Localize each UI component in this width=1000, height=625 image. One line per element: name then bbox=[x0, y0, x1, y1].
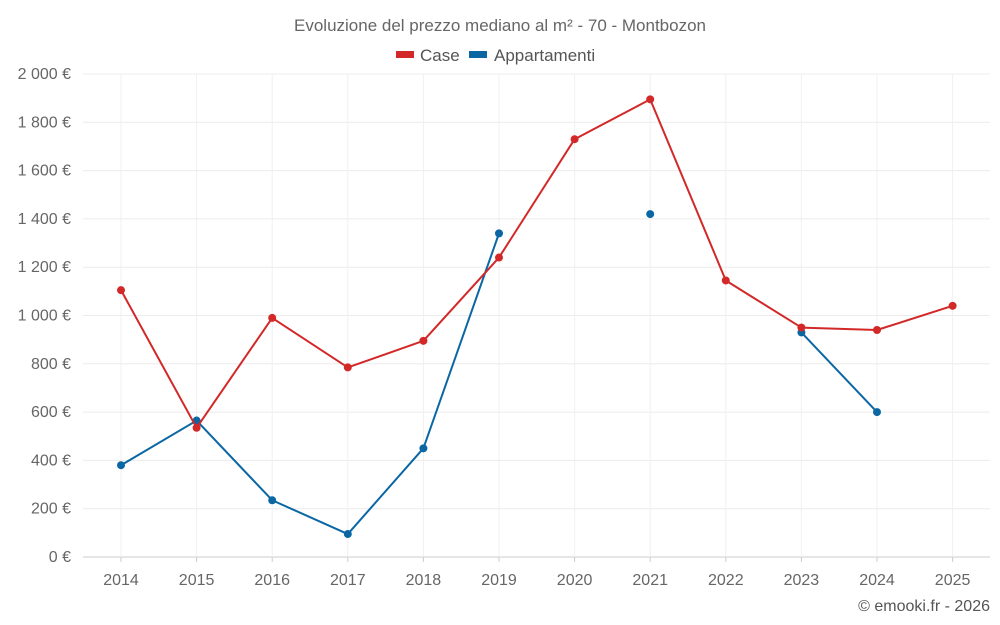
series-1 bbox=[117, 210, 881, 539]
y-tick-label: 1 800 € bbox=[18, 114, 71, 131]
y-tick-label: 1 200 € bbox=[18, 259, 71, 276]
x-tick-label: 2020 bbox=[557, 572, 593, 589]
x-tick-label: 2017 bbox=[330, 572, 366, 589]
x-tick-label: 2016 bbox=[254, 572, 290, 589]
x-tick-label: 2015 bbox=[179, 572, 215, 589]
x-tick-label: 2025 bbox=[935, 572, 971, 589]
legend-label-case: Case bbox=[420, 46, 460, 65]
legend-swatch-case bbox=[396, 51, 414, 58]
x-tick-label: 2019 bbox=[481, 572, 517, 589]
data-point[interactable] bbox=[343, 363, 352, 372]
grid bbox=[83, 73, 990, 558]
data-point[interactable] bbox=[646, 95, 655, 104]
data-point[interactable] bbox=[419, 336, 428, 345]
y-tick-label: 1 600 € bbox=[18, 163, 71, 180]
data-point[interactable] bbox=[117, 286, 125, 295]
data-point[interactable] bbox=[646, 210, 655, 219]
y-tick-label: 1 400 € bbox=[18, 211, 71, 228]
y-axis: 0 € 200 € 400 € 600 € 800 € 1 000 € 1 200 € 1 4… bbox=[18, 66, 71, 566]
x-tick-label: 2023 bbox=[784, 572, 820, 589]
legend-item-appartamenti[interactable]: Appartamenti bbox=[469, 46, 595, 65]
y-tick-label: 600 € bbox=[31, 404, 71, 421]
series-line bbox=[800, 331, 878, 413]
data-point[interactable] bbox=[419, 444, 428, 453]
data-point[interactable] bbox=[873, 325, 881, 334]
series-line bbox=[120, 233, 500, 536]
data-point[interactable] bbox=[495, 229, 503, 238]
y-tick-label: 0 € bbox=[49, 549, 71, 566]
data-point[interactable] bbox=[948, 301, 957, 310]
x-tick-label: 2024 bbox=[859, 572, 895, 589]
data-point[interactable] bbox=[721, 276, 730, 285]
x-tick-label: 2014 bbox=[103, 572, 139, 589]
series-line bbox=[120, 98, 953, 429]
data-point[interactable] bbox=[873, 408, 881, 417]
y-tick-label: 1 000 € bbox=[18, 308, 71, 325]
data-point[interactable] bbox=[495, 253, 503, 262]
data-point[interactable] bbox=[343, 530, 352, 539]
chart-title: Evoluzione del prezzo mediano al m² - 70… bbox=[294, 16, 706, 35]
y-tick-label: 800 € bbox=[31, 356, 71, 373]
data-point[interactable] bbox=[192, 423, 201, 432]
data-point[interactable] bbox=[797, 323, 806, 332]
y-tick-label: 200 € bbox=[31, 501, 71, 518]
legend-label-appartamenti: Appartamenti bbox=[494, 46, 595, 65]
x-tick-label: 2022 bbox=[708, 572, 744, 589]
data-point[interactable] bbox=[117, 461, 125, 470]
footer-credit: © emooki.fr - 2026 bbox=[858, 598, 990, 615]
legend: Case Appartamenti bbox=[396, 46, 595, 65]
legend-swatch-appartamenti bbox=[469, 51, 487, 58]
series-layer bbox=[117, 95, 957, 539]
data-point[interactable] bbox=[268, 496, 277, 505]
data-point[interactable] bbox=[268, 313, 277, 322]
data-point[interactable] bbox=[570, 135, 579, 144]
series-0 bbox=[117, 95, 957, 432]
x-tick-label: 2018 bbox=[406, 572, 442, 589]
legend-item-case[interactable]: Case bbox=[396, 46, 460, 65]
x-axis: 2014 2015 2016 2017 2018 2019 2020 2021 2022 2023… bbox=[103, 557, 970, 589]
x-tick-label: 2021 bbox=[632, 572, 668, 589]
y-tick-label: 400 € bbox=[31, 452, 71, 469]
y-tick-label: 2 000 € bbox=[18, 66, 71, 83]
